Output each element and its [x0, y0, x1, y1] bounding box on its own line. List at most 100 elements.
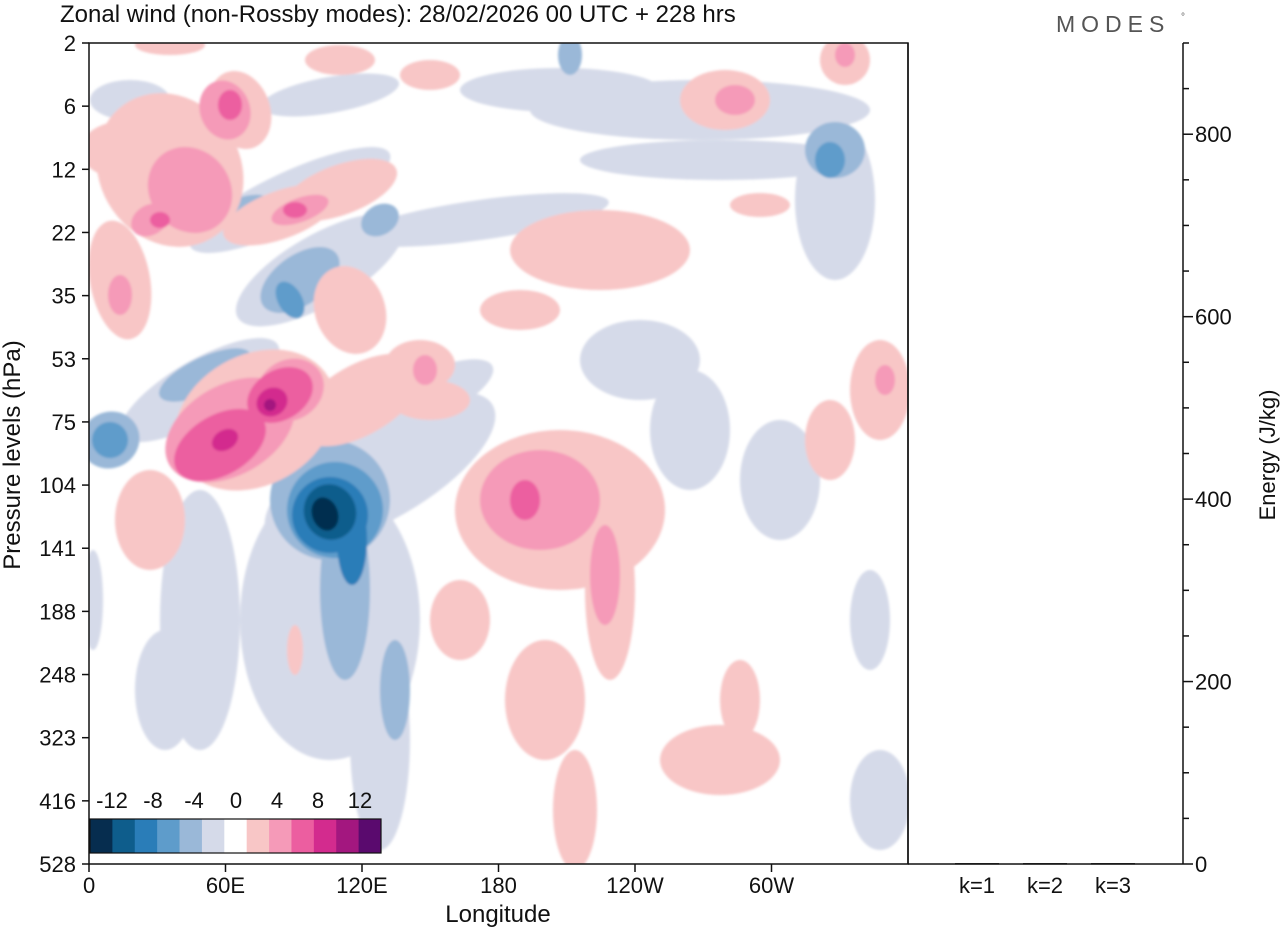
energy-tick-label: 0 [1195, 852, 1207, 877]
colorbar-swatch [246, 819, 270, 853]
positive-wind-contour [108, 275, 132, 315]
colorbar-swatch [358, 819, 382, 853]
negative-wind-contour [650, 370, 730, 490]
colorbar-swatch [269, 819, 292, 853]
energy-tick-label: 200 [1195, 670, 1232, 695]
energy-tick-label: 400 [1195, 487, 1232, 512]
y-tick-label: 188 [39, 599, 76, 624]
positive-wind-contour [660, 725, 780, 795]
positive-wind-contour [264, 399, 276, 411]
colorbar-swatch [313, 819, 337, 853]
x-tick-label: 120E [336, 873, 387, 898]
positive-wind-contour [400, 60, 460, 90]
colorbar-label: 8 [312, 788, 324, 813]
y-tick-label: 22 [52, 220, 76, 245]
colorbar-swatch [112, 819, 136, 853]
energy-category-labels: k=1 k=2 k=3 [959, 873, 1131, 898]
x-tick-label: 180 [480, 873, 517, 898]
colorbar-swatch [201, 819, 225, 853]
x-axis-label: Longitude [445, 901, 550, 928]
positive-wind-contour [430, 580, 490, 660]
colorbar-label: -12 [96, 788, 128, 813]
y-tick-labels: 2 6 12 22 35 53 75 104 141 188 248 323 416 528 [39, 31, 76, 877]
energy-category-label: k=2 [1027, 873, 1063, 898]
energy-axis-ticks: 0 200 400 600 800 [1183, 42, 1232, 877]
negative-wind-contour [135, 630, 195, 750]
colorbar-swatch [90, 819, 113, 853]
energy-category-label: k=1 [959, 873, 995, 898]
positive-wind-contour [590, 525, 620, 625]
y-tick-label: 528 [39, 852, 76, 877]
positive-wind-contour [218, 90, 242, 120]
wind-contours [89, 43, 908, 864]
negative-wind-contour [92, 422, 128, 458]
positive-wind-contour [480, 290, 560, 330]
negative-wind-contour [460, 68, 660, 112]
colorbar-label: -8 [143, 788, 163, 813]
positive-wind-contour [805, 400, 855, 480]
energy-bar [1023, 863, 1067, 865]
colorbar [89, 818, 382, 854]
positive-wind-contour [115, 470, 185, 570]
positive-wind-contour [413, 355, 437, 385]
negative-wind-contour [558, 43, 582, 75]
positive-wind-contour [715, 85, 755, 115]
negative-wind-contour [380, 640, 410, 740]
colorbar-label: 0 [230, 788, 242, 813]
negative-wind-contour [361, 203, 399, 237]
negative-wind-contour [275, 281, 305, 319]
y-tick-label: 75 [52, 410, 76, 435]
y-tick-label: 2 [64, 31, 76, 56]
negative-wind-contour [351, 193, 609, 247]
x-tick-labels: 0 60E 120E 180 120W 60W [83, 873, 794, 898]
positive-wind-contour [835, 43, 855, 67]
colorbar-swatch [157, 819, 181, 853]
y-tick-label: 104 [39, 473, 76, 498]
y-tick-label: 416 [39, 789, 76, 814]
negative-wind-contour [850, 750, 908, 850]
colorbar-swatch [134, 819, 158, 853]
positive-wind-contour [283, 202, 307, 218]
positive-wind-contour [305, 45, 375, 75]
energy-bar [1091, 863, 1135, 865]
brand-mark: ° [1181, 12, 1185, 23]
negative-wind-contour [311, 497, 339, 531]
positive-wind-contour [720, 660, 760, 740]
y-tick-label: 141 [39, 536, 76, 561]
positive-wind-contour [211, 428, 239, 452]
colorbar-swatch [291, 819, 315, 853]
positive-wind-contour [313, 266, 387, 354]
negative-wind-contour [740, 420, 820, 540]
x-tick-label: 60W [749, 873, 794, 898]
negative-wind-contour [260, 73, 400, 117]
x-tick-label: 0 [83, 873, 95, 898]
colorbar-frame [89, 818, 382, 854]
x-tick-label: 120W [606, 873, 664, 898]
positive-wind-contour [135, 43, 205, 55]
colorbar-swatch [224, 819, 248, 853]
colorbar-label: 12 [348, 788, 372, 813]
colorbar-label: 4 [271, 788, 283, 813]
energy-axis-label: Energy (J/kg) [1255, 390, 1280, 521]
positive-wind-contour [730, 193, 790, 217]
x-tick-label: 60E [206, 873, 245, 898]
negative-wind-contour [89, 550, 103, 650]
colorbar-swatch [336, 819, 360, 853]
y-tick-label: 248 [39, 663, 76, 688]
energy-tick-label: 600 [1195, 305, 1232, 330]
positive-wind-contour [510, 210, 690, 290]
positive-wind-contour [505, 640, 585, 760]
chart-title: Zonal wind (non-Rossby modes): 28/02/202… [60, 1, 736, 28]
energy-bars [955, 863, 1135, 865]
negative-wind-contour [815, 142, 845, 178]
y-axis-label: Pressure levels (hPa) [0, 340, 26, 569]
negative-wind-contour [580, 140, 860, 180]
energy-category-label: k=3 [1095, 873, 1131, 898]
energy-bar [955, 863, 999, 865]
y-tick-label: 12 [52, 157, 76, 182]
brand-logo: MODES [1056, 11, 1170, 37]
y-tick-label: 35 [52, 284, 76, 309]
y-tick-label: 6 [64, 94, 76, 119]
colorbar-swatch [179, 819, 203, 853]
